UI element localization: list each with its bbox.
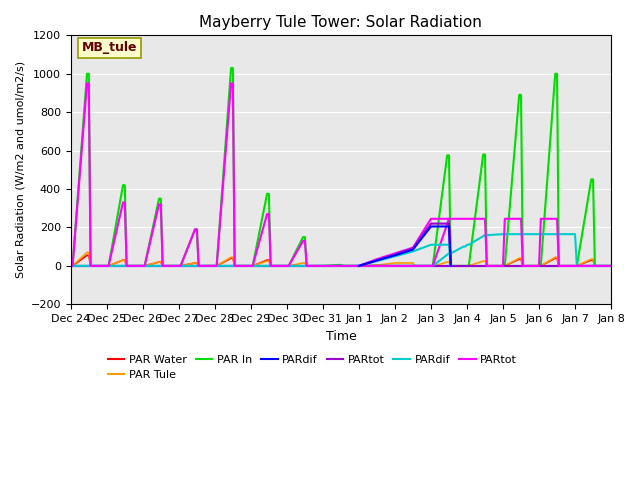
Text: MB_tule: MB_tule [81,41,137,54]
X-axis label: Time: Time [326,330,356,343]
Legend: PAR Water, PAR Tule, PAR In, PARdif, PARtot, PARdif, PARtot: PAR Water, PAR Tule, PAR In, PARdif, PAR… [103,350,522,385]
Title: Mayberry Tule Tower: Solar Radiation: Mayberry Tule Tower: Solar Radiation [200,15,483,30]
Y-axis label: Solar Radiation (W/m2 and umol/m2/s): Solar Radiation (W/m2 and umol/m2/s) [15,61,25,278]
